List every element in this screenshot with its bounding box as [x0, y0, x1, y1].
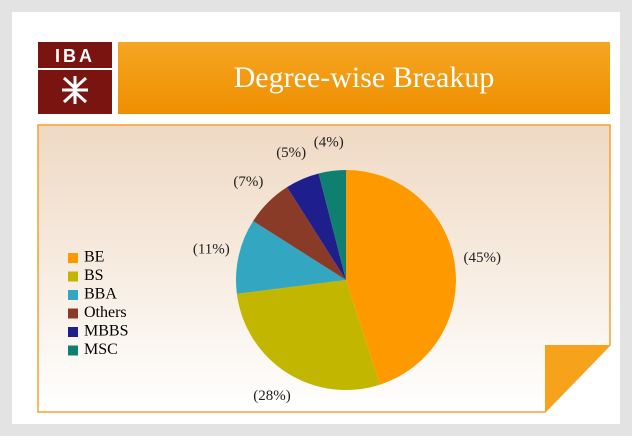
pie-slice	[253, 187, 346, 280]
data-label: (5%)	[276, 145, 306, 161]
legend-label: BBA	[84, 286, 117, 303]
pie-slice	[346, 170, 456, 385]
pie-slice	[318, 170, 346, 280]
legend-label: BS	[84, 267, 104, 284]
logo-icon	[62, 76, 88, 104]
pie-slice	[235, 221, 346, 294]
legend-label: BE	[84, 249, 104, 266]
data-label: (28%)	[253, 388, 291, 404]
pie-slice	[236, 280, 380, 390]
logo-text: IBA	[55, 46, 95, 66]
legend-label: Others	[84, 304, 127, 321]
legend-swatch	[68, 290, 78, 300]
logo-top	[42, 46, 108, 66]
page-fold	[545, 345, 610, 412]
data-label: (11%)	[193, 241, 230, 257]
data-label: (4%)	[314, 135, 344, 151]
legend-label: MBBS	[84, 323, 128, 340]
title-banner	[118, 42, 610, 114]
pie-slice	[287, 173, 346, 280]
data-label: (45%)	[464, 250, 502, 266]
legend-swatch	[68, 253, 78, 263]
legend-swatch	[68, 327, 78, 337]
chart-title: Degree-wise Breakup	[234, 61, 495, 94]
data-label: (7%)	[233, 174, 263, 190]
legend-swatch	[68, 271, 78, 282]
legend-swatch	[68, 308, 78, 319]
legend-swatch	[68, 345, 78, 356]
legend-label: MSC	[84, 341, 118, 358]
